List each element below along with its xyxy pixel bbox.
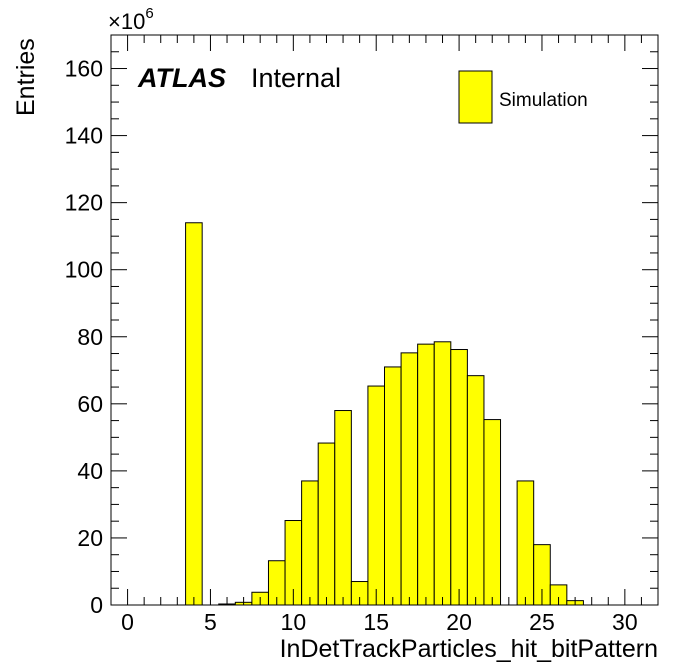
x-axis-title: InDetTrackParticles_hit_bitPattern	[280, 635, 658, 663]
legend-label-simulation: Simulation	[499, 90, 588, 111]
y-tick-label-0: 0	[90, 592, 103, 618]
y-axis-title: Entries	[12, 38, 40, 116]
histogram-bin-4	[185, 222, 203, 606]
histogram-bin-15	[367, 385, 386, 606]
y-tick-label-20: 20	[77, 525, 103, 551]
y-tick-label-120: 120	[65, 190, 103, 216]
histogram-bin-11	[301, 480, 319, 606]
atlas-label: ATLAS	[137, 63, 226, 93]
y-tick-label-60: 60	[77, 391, 103, 417]
x-tick-label-30: 30	[612, 609, 638, 635]
y-tick-label-140: 140	[65, 123, 103, 149]
y-tick-label-80: 80	[77, 324, 103, 350]
histogram-bin-24	[516, 480, 535, 606]
histogram-bin-22	[483, 419, 502, 606]
histogram-bin-18	[417, 343, 435, 606]
plot-frame	[110, 34, 659, 606]
x-tick-label-0: 0	[121, 609, 134, 635]
y-tick-label-40: 40	[77, 458, 103, 484]
histogram-bin-21	[466, 375, 485, 606]
histogram-bin-20	[450, 349, 468, 606]
histogram-bin-13	[334, 410, 352, 606]
legend-swatch-simulation	[458, 70, 493, 124]
histogram-bin-16	[384, 366, 402, 606]
y-multiplier-label: ×106	[108, 5, 154, 34]
histogram-bin-17	[400, 352, 419, 606]
x-tick-label-25: 25	[529, 609, 555, 635]
histogram-bin-12	[317, 442, 336, 606]
y-tick-label-100: 100	[65, 257, 103, 283]
y-multiplier-base: ×10	[108, 9, 145, 34]
tick-labels: 0 5 10 15 20 25 30 0 20 40 60 80 100 120 140 160	[65, 56, 638, 635]
histogram-bars	[185, 222, 584, 606]
x-tick-label-20: 20	[446, 609, 472, 635]
x-tick-label-5: 5	[204, 609, 217, 635]
x-tick-label-15: 15	[363, 609, 389, 635]
y-tick-label-160: 160	[65, 56, 103, 82]
histogram-bin-19	[433, 341, 452, 606]
atlas-status-label: Internal	[251, 63, 341, 93]
y-multiplier-exponent: 6	[145, 5, 153, 22]
x-tick-label-10: 10	[281, 609, 307, 635]
